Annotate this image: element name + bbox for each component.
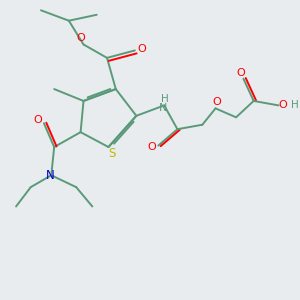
Text: O: O <box>236 68 245 78</box>
Text: N: N <box>158 103 167 113</box>
Text: S: S <box>108 147 116 160</box>
Text: O: O <box>137 44 146 54</box>
Text: O: O <box>76 33 85 43</box>
Text: O: O <box>213 97 221 107</box>
Text: N: N <box>46 169 55 182</box>
Text: O: O <box>279 100 287 110</box>
Text: H: H <box>291 100 298 110</box>
Text: O: O <box>34 115 42 125</box>
Text: H: H <box>161 94 169 104</box>
Text: O: O <box>148 142 156 152</box>
